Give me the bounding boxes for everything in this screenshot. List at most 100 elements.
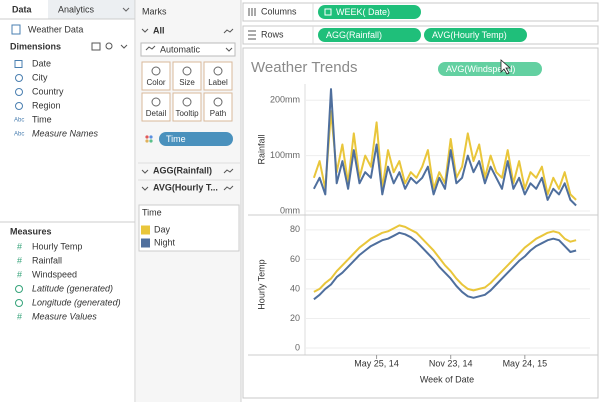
legend-label[interactable]: Day	[154, 224, 171, 234]
grid-icon[interactable]	[91, 42, 101, 51]
button-label[interactable]: Path	[210, 109, 226, 118]
field-icon: Abc	[14, 118, 24, 124]
field[interactable]: City	[32, 72, 48, 82]
y-tick-label: 100mm	[270, 150, 300, 160]
analytics-tab[interactable]	[48, 0, 135, 19]
legend-box	[138, 204, 240, 252]
button-label[interactable]: Tooltip	[175, 109, 199, 118]
shelf-label: Columns	[261, 6, 297, 16]
pill-shape[interactable]	[438, 62, 542, 76]
pill-text[interactable]: Time	[166, 134, 186, 144]
field[interactable]: Latitude (generated)	[32, 283, 113, 293]
button-label[interactable]: Size	[179, 78, 195, 87]
field-icon	[15, 285, 23, 293]
pill-color-icon	[145, 139, 149, 143]
field-icon: #	[17, 269, 22, 279]
button-icon	[182, 97, 192, 107]
pill-color-icon	[149, 135, 153, 139]
pill-color-icon	[149, 139, 153, 143]
button-icon	[182, 66, 192, 76]
y-tick-label: 0	[295, 342, 300, 352]
field-icon: #	[17, 311, 22, 321]
field-icon	[15, 88, 23, 96]
field-icon	[14, 60, 23, 68]
plot-area: May 25, 14 Nov 23, 14 May 24, 15 Rainfall 0m…	[256, 88, 590, 368]
button-icon	[213, 66, 223, 76]
section-header: Measures	[10, 226, 52, 236]
marks-section[interactable]: AVG(Hourly T...	[153, 182, 218, 192]
cursor	[500, 59, 512, 75]
field[interactable]: Longitude (generated)	[32, 297, 121, 307]
series-line	[313, 224, 577, 293]
card-title: Marks	[142, 6, 167, 16]
mark-button[interactable]	[203, 61, 233, 91]
field[interactable]: Region	[32, 100, 61, 110]
field[interactable]: Windspeed	[32, 269, 77, 279]
dimension-tools	[91, 42, 128, 51]
legend-label[interactable]: Night	[154, 237, 176, 247]
button-label[interactable]: Detail	[146, 109, 167, 118]
dropdown-arrow	[225, 47, 233, 52]
mark-type-dropdown[interactable]	[140, 42, 236, 57]
menu-arrow[interactable]	[120, 44, 128, 49]
button-icon	[151, 66, 161, 76]
field[interactable]: Hourly Temp	[32, 241, 82, 251]
y-tick-label: 20	[290, 313, 300, 323]
field[interactable]: Measure Names	[32, 128, 99, 138]
y-tick-label: 0mm	[280, 205, 300, 215]
field-icon	[15, 102, 23, 110]
line-icon	[223, 185, 234, 191]
y-tick-label: 80	[290, 224, 300, 234]
cards-pane	[136, 0, 241, 402]
tab-label[interactable]: Analytics	[58, 4, 95, 14]
field[interactable]: Time	[32, 114, 52, 124]
y-tick-label: 40	[290, 283, 300, 293]
line-icon	[223, 168, 234, 174]
section-header: Dimensions	[10, 41, 61, 51]
button-icon	[151, 97, 161, 107]
y-tick-label: 60	[290, 254, 300, 264]
x-tick-label: Nov 23, 14	[429, 358, 473, 368]
line-icon	[145, 45, 156, 51]
legend-swatch	[141, 238, 150, 248]
view	[242, 47, 599, 399]
tab-arrow[interactable]	[122, 7, 130, 12]
y-axis-title: Rainfall	[256, 134, 266, 164]
shelf-pill[interactable]	[318, 5, 421, 19]
marks-all: All	[153, 25, 165, 35]
shelf-pill[interactable]	[318, 28, 421, 42]
pill-text[interactable]: AVG(Hourly Temp)	[432, 30, 507, 40]
field-icon: #	[17, 241, 22, 251]
dragging-pill[interactable]: AVG(Windspeed)	[438, 59, 542, 76]
data-source[interactable]: Weather Data	[28, 24, 83, 34]
legend-swatch	[141, 225, 150, 235]
collapse-arrow	[141, 28, 149, 33]
collapse-arrow	[141, 186, 149, 191]
field[interactable]: Country	[32, 86, 64, 96]
search-icon[interactable]	[105, 42, 113, 50]
button-label[interactable]: Color	[146, 78, 165, 87]
marks-section[interactable]: AGG(Rainfall)	[153, 165, 212, 175]
field-icon: #	[17, 255, 22, 265]
field-icon	[15, 74, 23, 82]
shelf-label: Rows	[261, 29, 284, 39]
field[interactable]: Rainfall	[32, 255, 62, 265]
pill-text[interactable]: AGG(Rainfall)	[326, 30, 382, 40]
series-line	[313, 88, 577, 207]
x-tick-label: May 25, 14	[354, 358, 399, 368]
tab-label[interactable]: Data	[12, 4, 33, 14]
x-axis-title: Week of Date	[420, 374, 474, 384]
pill-text[interactable]: AVG(Windspeed)	[446, 64, 515, 74]
pill-text[interactable]: WEEK( Date)	[336, 7, 390, 17]
y-tick-label: 200mm	[270, 95, 300, 105]
shelf-pill[interactable]	[424, 28, 527, 42]
mark-pill[interactable]	[159, 132, 233, 146]
collapse-arrow	[141, 169, 149, 174]
mark-type[interactable]: Automatic	[160, 44, 201, 54]
columns-icon	[248, 8, 256, 16]
button-label[interactable]: Label	[208, 78, 228, 87]
field[interactable]: Date	[32, 58, 51, 68]
field[interactable]: Measure Values	[32, 311, 97, 321]
data-tab[interactable]	[0, 0, 48, 19]
series-line	[313, 231, 577, 301]
